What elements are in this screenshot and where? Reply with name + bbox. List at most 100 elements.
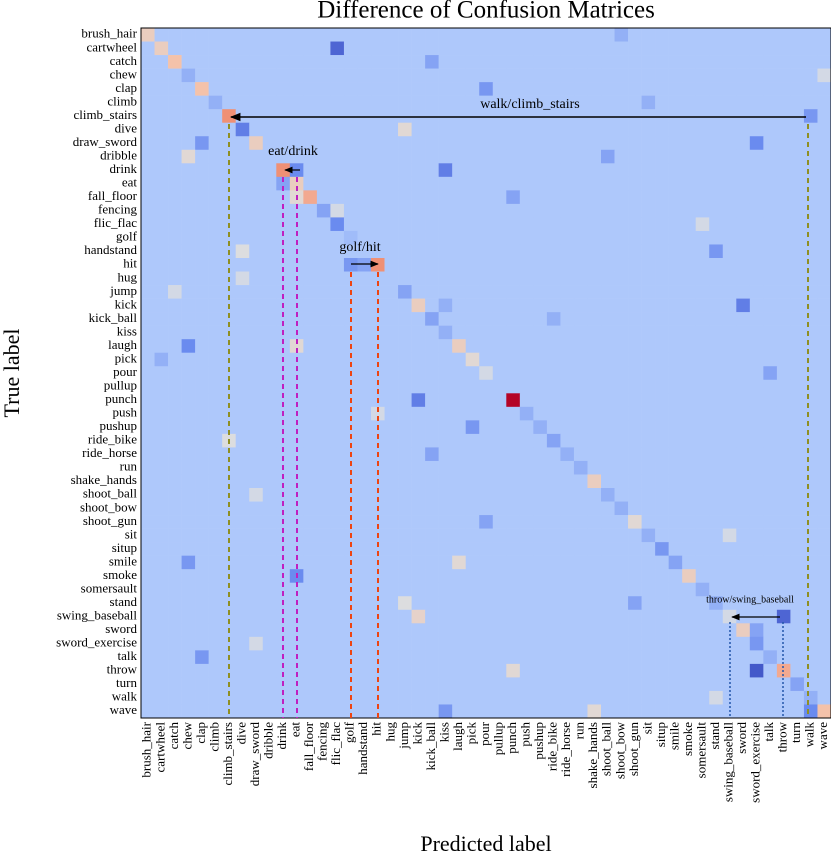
heatmap-cell (398, 230, 412, 245)
heatmap-cell (763, 582, 778, 597)
heatmap-cell (573, 704, 588, 719)
heatmap-cell (168, 663, 182, 678)
heatmap-cell (398, 82, 412, 96)
heatmap-cell (235, 488, 250, 502)
heatmap-cell (411, 447, 426, 462)
heatmap-cell (803, 663, 818, 678)
heatmap-cell (628, 501, 642, 516)
heatmap-cell (181, 41, 196, 56)
heatmap-cell (655, 569, 669, 584)
heatmap-cell (776, 312, 791, 326)
heatmap-cell (492, 393, 507, 408)
heatmap-cell (411, 528, 426, 543)
heatmap-cell (722, 460, 737, 475)
heatmap-cell (506, 217, 521, 232)
heatmap-cell (628, 677, 642, 692)
heatmap-cell (154, 704, 169, 719)
heatmap-cell (195, 258, 209, 272)
heatmap-cell (141, 582, 155, 597)
heatmap-cell (208, 352, 223, 367)
heatmap-cell (682, 109, 697, 124)
heatmap-cell (195, 41, 209, 56)
heatmap-cell (506, 488, 521, 502)
heatmap-cell (533, 244, 548, 259)
heatmap-cell (641, 122, 656, 137)
heatmap-cell (438, 569, 453, 584)
heatmap-cell (506, 339, 521, 354)
heatmap-cell (668, 501, 683, 516)
heatmap-cell (465, 82, 480, 96)
heatmap-cell (154, 285, 169, 299)
x-tick-label: turn (788, 722, 803, 743)
heatmap-cell (249, 704, 264, 719)
heatmap-cell (276, 582, 291, 597)
x-tick-label: talk (761, 722, 776, 742)
heatmap-cell (452, 515, 467, 529)
heatmap-cell (722, 677, 737, 692)
heatmap-cell (141, 704, 155, 719)
heatmap-cell (722, 203, 737, 218)
heatmap-cell (817, 636, 831, 651)
heatmap-cell (425, 582, 439, 597)
heatmap-cell (628, 650, 642, 665)
heatmap-cell (384, 28, 399, 42)
heatmap-cell (154, 677, 169, 692)
heatmap-cell (289, 393, 304, 408)
heatmap-cell (573, 244, 588, 259)
heatmap-cell (371, 298, 385, 313)
heatmap-cell (519, 55, 534, 69)
heatmap-cell (343, 95, 358, 110)
heatmap-cell (289, 528, 304, 543)
heatmap-cell (506, 528, 521, 543)
heatmap-cell (384, 406, 399, 421)
heatmap-cell (614, 190, 629, 205)
heatmap-cell (614, 582, 629, 597)
heatmap-cell (573, 393, 588, 408)
heatmap-cell (803, 460, 818, 475)
heatmap-cell (465, 488, 480, 502)
heatmap-cell (641, 285, 656, 299)
heatmap-cell (533, 623, 548, 638)
heatmap-cell (709, 217, 724, 232)
heatmap-cell (479, 501, 494, 516)
x-tick-label: shoot_gun (626, 722, 641, 777)
heatmap-cell (587, 68, 602, 83)
heatmap-cell (628, 663, 642, 678)
heatmap-cell (695, 68, 710, 83)
heatmap-cell (452, 609, 467, 624)
heatmap-cell (546, 339, 561, 354)
heatmap-cell (425, 596, 439, 611)
heatmap-cell (776, 122, 791, 137)
annotation: golf/hit (339, 240, 380, 255)
heatmap-cell (546, 28, 561, 42)
heatmap-cell (438, 366, 453, 381)
heatmap-cell (533, 95, 548, 110)
heatmap-cell (357, 406, 372, 421)
heatmap-cell (506, 582, 521, 597)
heatmap-cell (655, 366, 669, 381)
heatmap-cell (614, 677, 629, 692)
heatmap-cell (316, 663, 331, 678)
y-tick-label: clap (115, 80, 137, 95)
heatmap-cell (425, 406, 439, 421)
heatmap-cell (655, 650, 669, 665)
heatmap-cell (141, 352, 155, 367)
x-tick-label: sword_exercise (748, 722, 763, 803)
heatmap-cell (601, 352, 615, 367)
heatmap-cell (465, 325, 480, 340)
heatmap-cell (573, 82, 588, 96)
heatmap-cell (208, 623, 223, 638)
heatmap-cell (141, 312, 155, 326)
heatmap-cell (628, 488, 642, 502)
heatmap-cell (330, 352, 345, 367)
heatmap-cell (817, 136, 831, 151)
heatmap-cell (398, 176, 412, 191)
heatmap-cell (668, 55, 683, 69)
heatmap-cell (519, 136, 534, 151)
heatmap-cell (628, 203, 642, 218)
x-tick-label: climb_stairs (220, 722, 235, 786)
heatmap-cell (425, 650, 439, 665)
heatmap-cell (506, 447, 521, 462)
y-tick-label: stand (110, 594, 138, 609)
heatmap-cell (154, 190, 169, 205)
